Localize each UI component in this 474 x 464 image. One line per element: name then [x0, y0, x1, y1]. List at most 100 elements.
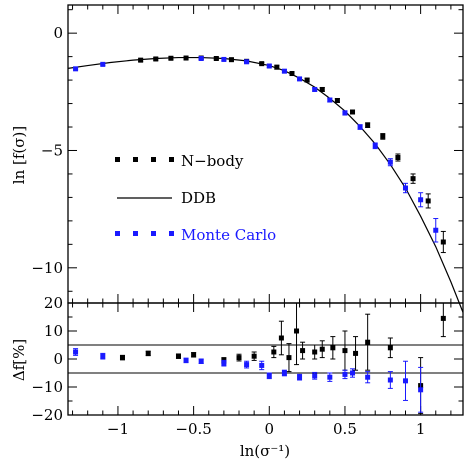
top-mc-point: [221, 56, 227, 62]
bottom-nbody-point: [342, 348, 348, 354]
top-nbody-point: [168, 55, 174, 61]
top-mc-point: [342, 110, 348, 116]
bottom-y-axis-title: Δf[%]: [10, 339, 28, 381]
top-nbody-point: [183, 55, 189, 61]
top-nbody-point: [228, 57, 234, 63]
bottom-x-tick-label: 0.5: [333, 420, 357, 438]
top-y-axis-title: ln [f(σ)]: [10, 126, 28, 184]
top-nbody-point: [274, 64, 280, 70]
top-nbody-point: [334, 98, 340, 104]
bottom-x-tick-labels: −1 −0.5 0 0.5 1: [107, 420, 426, 438]
bottom-mc-point: [312, 373, 318, 379]
top-mc-point: [312, 86, 318, 92]
bottom-nbody-point: [271, 349, 277, 355]
bottom-nbody-point: [319, 346, 325, 352]
top-mc-point: [100, 61, 106, 67]
top-nbody-point: [425, 198, 431, 204]
bottom-mc-point: [100, 353, 106, 359]
legend-mc-marker: [115, 231, 174, 236]
bottom-x-tick-label: 1: [416, 420, 426, 438]
top-mc-point: [418, 197, 424, 203]
top-nbody-point: [319, 86, 325, 92]
top-nbody-point: [350, 109, 356, 115]
top-mc-point: [281, 68, 287, 74]
bottom-mc-point: [297, 374, 303, 380]
top-mc-point: [402, 185, 408, 191]
legend-ddb-label: DDB: [181, 189, 216, 207]
bottom-nbody-point: [145, 350, 151, 356]
top-plot-area: [67, 55, 464, 313]
top-mc-point: [372, 143, 378, 149]
bottom-nbody-point: [286, 355, 292, 361]
top-nbody-point: [259, 61, 265, 67]
bottom-y-tick-label: −20: [31, 406, 63, 424]
top-nbody-point: [410, 176, 416, 182]
top-nbody-point: [440, 239, 446, 245]
bottom-y-tick-label: 20: [44, 294, 63, 312]
bottom-nbody-point: [330, 345, 336, 351]
bottom-nbody-point: [294, 328, 300, 334]
ddb-curve: [67, 56, 464, 313]
bottom-mc-point: [418, 387, 424, 393]
bottom-y-tick-label: 10: [44, 322, 63, 340]
top-y-tick-labels: 0 −5 −10: [31, 24, 63, 277]
legend-mc-label: Monte Carlo: [181, 226, 276, 244]
bottom-nbody-point: [251, 353, 257, 359]
bottom-mc-point: [244, 362, 250, 368]
top-nbody-point: [380, 133, 386, 139]
top-mc-point: [73, 66, 79, 72]
legend-nbody-marker: [115, 157, 174, 162]
bottom-nbody-point: [119, 355, 125, 361]
bottom-mc-point: [350, 370, 356, 376]
bottom-axis-ticks: [68, 302, 463, 416]
top-nbody-point: [289, 71, 295, 77]
top-nbody-point: [213, 55, 219, 61]
bottom-mc-point: [387, 377, 393, 383]
top-mc-point: [297, 76, 303, 82]
bottom-mc-point: [183, 357, 189, 363]
bottom-mc-point: [259, 362, 265, 368]
bottom-nbody-point: [387, 345, 393, 351]
top-nbody-point: [138, 57, 144, 63]
bottom-mc-point: [198, 358, 204, 364]
legend: N−body DDB Monte Carlo: [115, 152, 276, 244]
bottom-nbody-point: [278, 335, 284, 341]
top-y-tick-label: −5: [41, 141, 63, 159]
bottom-mc-point: [327, 374, 333, 380]
top-mc-point: [433, 227, 439, 233]
bottom-y-tick-label: 0: [53, 350, 63, 368]
bottom-mc-point: [342, 371, 348, 377]
bottom-x-tick-label: 0: [265, 420, 275, 438]
bottom-nbody-point: [175, 353, 181, 359]
bottom-nbody-point: [191, 352, 197, 358]
top-axis-ticks: [68, 5, 463, 303]
top-y-tick-label: −10: [31, 259, 63, 277]
bottom-y-tick-label: −10: [31, 378, 63, 396]
bottom-nbody-point: [365, 339, 371, 345]
top-nbody-point: [395, 155, 401, 161]
bottom-nbody-point: [300, 348, 306, 354]
top-mc-point: [327, 97, 333, 103]
bottom-mc-point: [73, 349, 79, 355]
top-mc-point: [198, 55, 204, 61]
bottom-nbody-point: [440, 315, 446, 321]
top-nbody-point: [365, 122, 371, 128]
top-mc-point: [357, 124, 363, 130]
bottom-mc-point: [266, 373, 272, 379]
top-mc-point: [387, 159, 393, 165]
bottom-mc-point: [281, 370, 287, 376]
bottom-mc-point: [365, 374, 371, 380]
bottom-nbody-point: [353, 350, 359, 356]
bottom-nbody-point: [312, 349, 318, 355]
bottom-nbody-point: [236, 355, 242, 361]
bottom-x-tick-label: −0.5: [175, 420, 211, 438]
bottom-x-tick-label: −1: [107, 420, 129, 438]
bottom-panel-frame: [67, 302, 464, 416]
top-nbody-point: [153, 56, 159, 62]
legend-nbody-label: N−body: [181, 152, 244, 170]
top-y-tick-label: 0: [53, 24, 63, 42]
x-axis-title: ln(σ⁻¹): [240, 442, 290, 460]
top-panel-frame: [67, 4, 464, 304]
bottom-plot-area: [68, 302, 463, 415]
